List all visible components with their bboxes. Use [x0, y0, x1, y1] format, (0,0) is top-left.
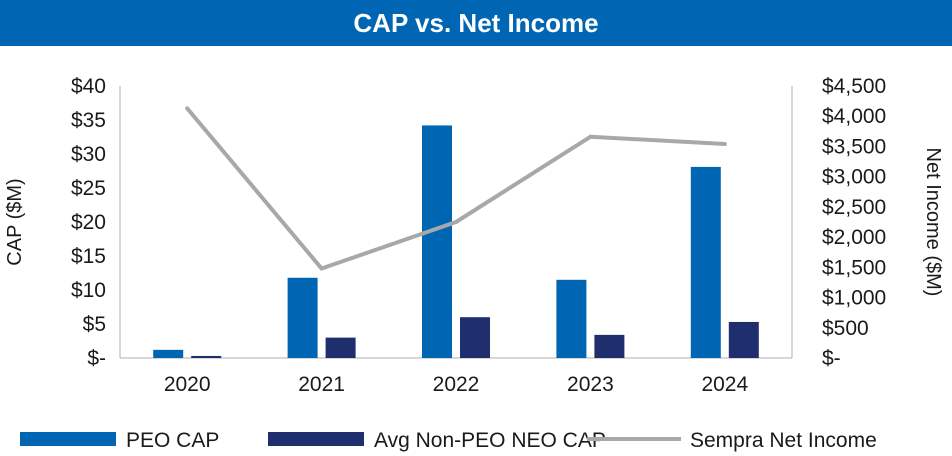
net-income-point: [185, 106, 190, 111]
x-tick-label: 2024: [701, 373, 748, 396]
x-tick-label: 2023: [567, 373, 614, 396]
y-tick-label: $25: [71, 177, 106, 200]
peo-cap-bar: [287, 277, 318, 358]
y-tick-label: $5: [83, 313, 106, 336]
y2-tick-label: $1,500: [822, 256, 886, 279]
neo-cap-bar: [728, 321, 759, 358]
legend-net-income-label: Sempra Net Income: [690, 429, 877, 452]
neo-cap-bar: [191, 355, 222, 358]
legend-neo-label: Avg Non-PEO NEO CAP: [374, 429, 606, 452]
net-income-point: [319, 266, 324, 271]
x-tick-label: 2022: [433, 373, 480, 396]
y-tick-label: $20: [71, 211, 106, 234]
y2-tick-label: $3,000: [822, 166, 886, 189]
y2-tick-label: $500: [822, 317, 869, 340]
chart-title: CAP vs. Net Income: [353, 7, 599, 38]
peo-cap-bar: [556, 279, 587, 358]
y2-tick-label: $2,500: [822, 196, 886, 219]
neo-cap-bar: [325, 337, 356, 358]
peo-cap-bar: [422, 125, 452, 358]
net-income-line: [185, 107, 725, 271]
net-income-point: [454, 220, 458, 224]
x-tick-label: 2021: [298, 373, 345, 396]
y-tick-label: $10: [71, 279, 106, 302]
y-tick-label: $-: [87, 347, 106, 370]
legend-peo-label: PEO CAP: [126, 429, 219, 452]
neo-cap-bar: [594, 334, 625, 358]
legend-neo-swatch: [268, 432, 364, 446]
chart-area: $- $5 $10 $15 $20 $25 $30 $35 $40 $- $500 $1,000 $1,…: [4, 75, 944, 452]
peo-cap-bar: [153, 349, 184, 358]
legend-peo-swatch: [20, 432, 116, 446]
y-tick-label: $40: [71, 75, 106, 98]
y2-axis-title: Net Income ($M): [922, 148, 944, 297]
neo-cap-bar: [460, 317, 490, 358]
net-income-point: [588, 134, 593, 139]
y2-tick-label: $3,500: [822, 135, 886, 158]
x-tick-label: 2020: [164, 373, 211, 396]
chart-title-banner: CAP vs. Net Income: [0, 0, 952, 46]
y2-tick-label: $2,000: [822, 226, 886, 249]
y-tick-label: $30: [71, 143, 106, 166]
y-tick-label: $15: [71, 245, 106, 268]
y2-tick-label: $1,000: [822, 287, 886, 310]
net-income-point: [722, 142, 727, 147]
peo-cap-bar: [690, 166, 721, 358]
y2-tick-label: $4,500: [822, 75, 886, 98]
y-tick-label: $35: [71, 109, 106, 132]
y2-tick-label: $4,000: [822, 105, 886, 128]
y-axis-title: CAP ($M): [4, 178, 26, 265]
y2-tick-label: $-: [822, 347, 841, 370]
